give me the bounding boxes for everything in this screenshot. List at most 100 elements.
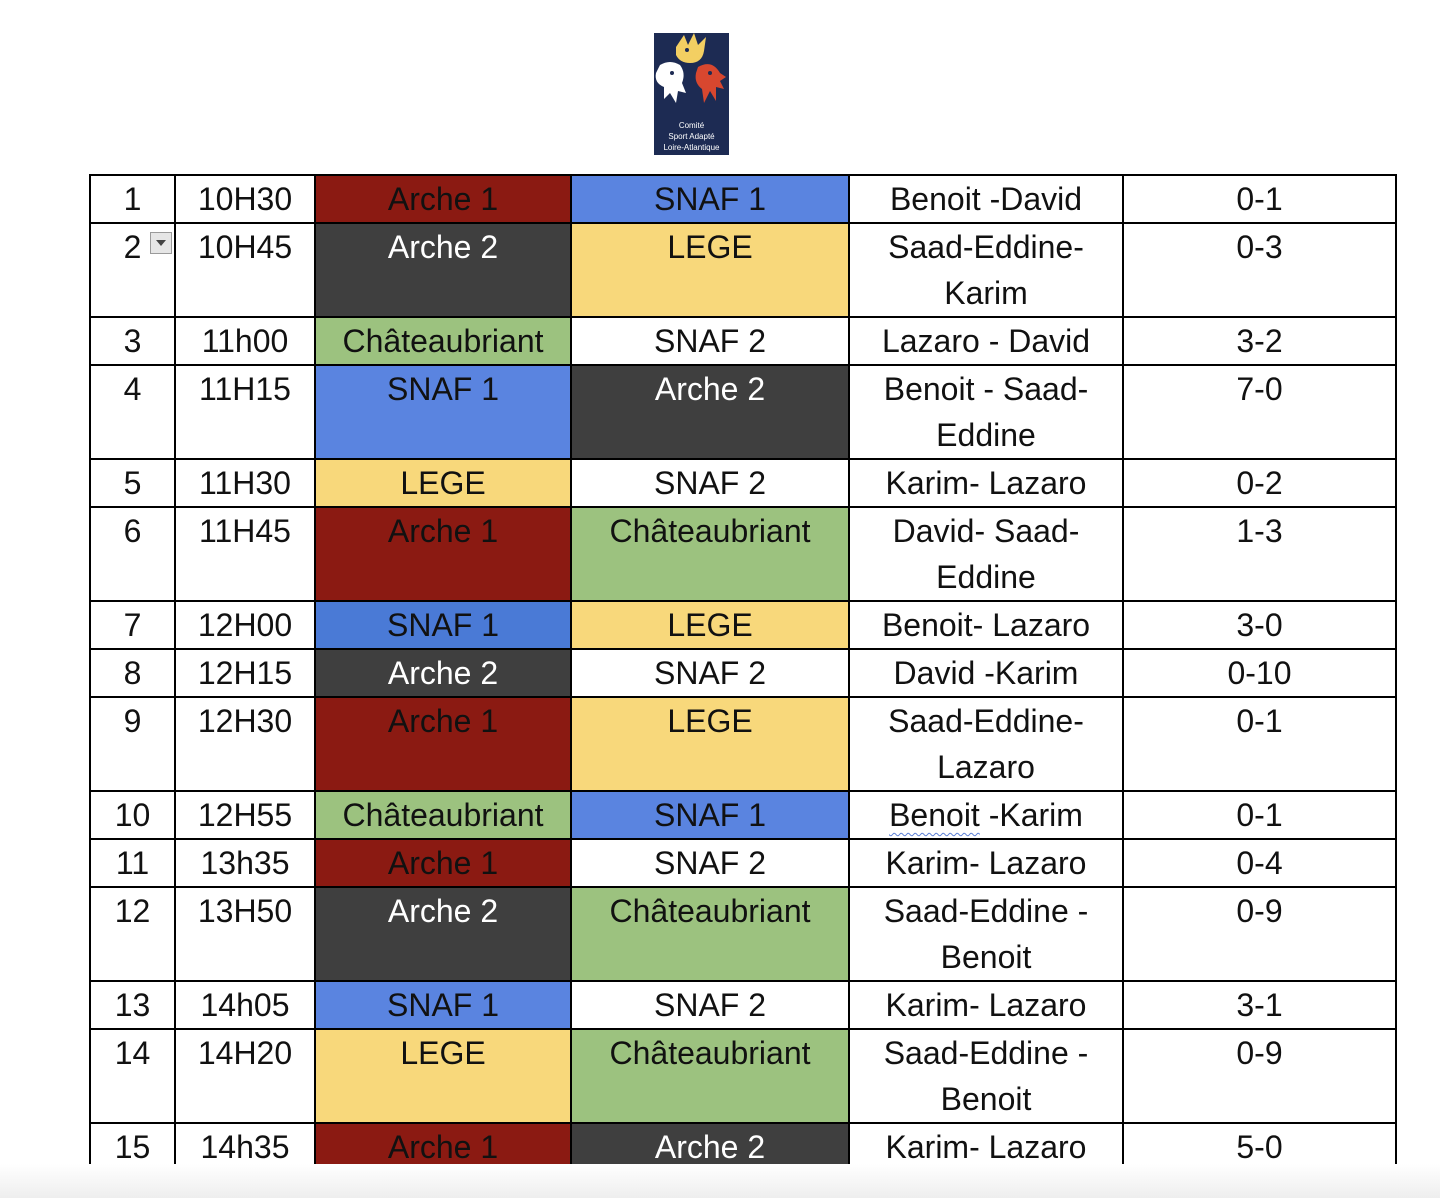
scorers-cell: Saad-Eddine -Benoit bbox=[848, 886, 1124, 982]
score-cell: 7-0 bbox=[1122, 364, 1397, 460]
match-time: 12H30 bbox=[174, 696, 316, 792]
match-schedule-table: 1 10H30 Arche 1 SNAF 1 Benoit -David 0-1… bbox=[89, 174, 1397, 1172]
scorers-cell: Karim- Lazaro bbox=[848, 838, 1124, 888]
dropdown-arrow-icon[interactable] bbox=[150, 232, 172, 254]
match-time: 13H50 bbox=[174, 886, 316, 982]
score-cell: 1-3 bbox=[1122, 506, 1397, 602]
score-cell: 0-10 bbox=[1122, 648, 1397, 698]
match-number: 14 bbox=[89, 1028, 176, 1124]
match-number: 15 bbox=[89, 1122, 176, 1172]
team-b-cell: SNAF 1 bbox=[570, 174, 850, 224]
table-row: 14 14H20 LEGE Châteaubriant Saad-Eddine … bbox=[89, 1028, 1397, 1124]
match-number: 8 bbox=[89, 648, 176, 698]
scorers-cell: Karim- Lazaro bbox=[848, 980, 1124, 1030]
match-number: 13 bbox=[89, 980, 176, 1030]
table-row: 15 14h35 Arche 1 Arche 2 Karim- Lazaro 5… bbox=[89, 1122, 1397, 1172]
score-cell: 5-0 bbox=[1122, 1122, 1397, 1172]
scorers-cell: Karim- Lazaro bbox=[848, 458, 1124, 508]
team-a-cell: LEGE bbox=[314, 1028, 572, 1124]
window-bottom-edge bbox=[0, 1164, 1440, 1198]
match-time: 14H20 bbox=[174, 1028, 316, 1124]
team-b-cell: Châteaubriant bbox=[570, 506, 850, 602]
score-cell: 3-0 bbox=[1122, 600, 1397, 650]
score-cell: 3-1 bbox=[1122, 980, 1397, 1030]
table-row: 13 14h05 SNAF 1 SNAF 2 Karim- Lazaro 3-1 bbox=[89, 980, 1397, 1030]
match-time: 11H15 bbox=[174, 364, 316, 460]
score-cell: 0-9 bbox=[1122, 886, 1397, 982]
table-row: 7 12H00 SNAF 1 LEGE Benoit- Lazaro 3-0 bbox=[89, 600, 1397, 650]
scorers-cell: Benoit - Saad-Eddine bbox=[848, 364, 1124, 460]
team-a-cell: Châteaubriant bbox=[314, 790, 572, 840]
comite-sport-adapte-logo: Comité Sport Adapté Loire-Atlantique bbox=[654, 33, 729, 155]
score-cell: 0-1 bbox=[1122, 696, 1397, 792]
scorers-rest: -Karim bbox=[979, 797, 1083, 833]
scorers-cell: David- Saad-Eddine bbox=[848, 506, 1124, 602]
team-b-cell: LEGE bbox=[570, 696, 850, 792]
scorers-cell: Saad-Eddine- Lazaro bbox=[848, 696, 1124, 792]
scorers-cell: Lazaro - David bbox=[848, 316, 1124, 366]
team-a-cell: Arche 2 bbox=[314, 648, 572, 698]
match-time: 11H45 bbox=[174, 506, 316, 602]
logo-caption-line: Comité bbox=[678, 121, 705, 130]
scorers-cell: Benoit -David bbox=[848, 174, 1124, 224]
team-b-cell: SNAF 2 bbox=[570, 648, 850, 698]
match-time: 11h00 bbox=[174, 316, 316, 366]
match-time: 10H45 bbox=[174, 222, 316, 318]
scorers-cell: Karim- Lazaro bbox=[848, 1122, 1124, 1172]
team-a-cell: LEGE bbox=[314, 458, 572, 508]
team-a-cell: SNAF 1 bbox=[314, 364, 572, 460]
match-number: 9 bbox=[89, 696, 176, 792]
table-row: 2 10H45 Arche 2 LEGE Saad-Eddine- Karim … bbox=[89, 222, 1397, 318]
team-a-cell: Arche 1 bbox=[314, 696, 572, 792]
table-row: 4 11H15 SNAF 1 Arche 2 Benoit - Saad-Edd… bbox=[89, 364, 1397, 460]
match-number: 3 bbox=[89, 316, 176, 366]
match-number-cell: 2 bbox=[89, 222, 176, 318]
score-cell: 3-2 bbox=[1122, 316, 1397, 366]
match-time: 10H30 bbox=[174, 174, 316, 224]
team-b-cell: Arche 2 bbox=[570, 364, 850, 460]
match-number: 12 bbox=[89, 886, 176, 982]
team-a-cell: Arche 2 bbox=[314, 886, 572, 982]
team-a-cell: Arche 1 bbox=[314, 1122, 572, 1172]
score-cell: 0-1 bbox=[1122, 790, 1397, 840]
table-row: 11 13h35 Arche 1 SNAF 2 Karim- Lazaro 0-… bbox=[89, 838, 1397, 888]
table-row: 1 10H30 Arche 1 SNAF 1 Benoit -David 0-1 bbox=[89, 174, 1397, 224]
table-row: 8 12H15 Arche 2 SNAF 2 David -Karim 0-10 bbox=[89, 648, 1397, 698]
team-a-cell: Châteaubriant bbox=[314, 316, 572, 366]
match-time: 13h35 bbox=[174, 838, 316, 888]
team-b-cell: SNAF 2 bbox=[570, 980, 850, 1030]
match-time: 12H15 bbox=[174, 648, 316, 698]
team-b-cell: Châteaubriant bbox=[570, 1028, 850, 1124]
logo-figures-icon bbox=[655, 33, 726, 103]
table-row: 9 12H30 Arche 1 LEGE Saad-Eddine- Lazaro… bbox=[89, 696, 1397, 792]
logo-caption: Comité Sport Adapté Loire-Atlantique bbox=[654, 120, 729, 153]
team-b-cell: LEGE bbox=[570, 222, 850, 318]
team-b-cell: SNAF 2 bbox=[570, 458, 850, 508]
team-a-cell: SNAF 1 bbox=[314, 980, 572, 1030]
match-time: 14h35 bbox=[174, 1122, 316, 1172]
match-number: 11 bbox=[89, 838, 176, 888]
team-b-cell: SNAF 2 bbox=[570, 838, 850, 888]
scorers-cell: Saad-Eddine -Benoit bbox=[848, 1028, 1124, 1124]
match-number: 7 bbox=[89, 600, 176, 650]
spellcheck-word: Benoit bbox=[889, 797, 980, 833]
match-number: 10 bbox=[89, 790, 176, 840]
scorers-cell: Benoit -Karim bbox=[848, 790, 1124, 840]
team-a-cell: SNAF 1 bbox=[314, 600, 572, 650]
team-a-cell: Arche 1 bbox=[314, 838, 572, 888]
match-number: 1 bbox=[89, 174, 176, 224]
team-a-cell: Arche 1 bbox=[314, 506, 572, 602]
team-a-cell: Arche 2 bbox=[314, 222, 572, 318]
score-cell: 0-4 bbox=[1122, 838, 1397, 888]
table-row: 5 11H30 LEGE SNAF 2 Karim- Lazaro 0-2 bbox=[89, 458, 1397, 508]
match-time: 11H30 bbox=[174, 458, 316, 508]
match-number: 2 bbox=[123, 229, 142, 265]
team-b-cell: SNAF 2 bbox=[570, 316, 850, 366]
table-row: 3 11h00 Châteaubriant SNAF 2 Lazaro - Da… bbox=[89, 316, 1397, 366]
match-time: 12H55 bbox=[174, 790, 316, 840]
logo-caption-line: Loire-Atlantique bbox=[663, 143, 720, 152]
match-number: 5 bbox=[89, 458, 176, 508]
score-cell: 0-3 bbox=[1122, 222, 1397, 318]
team-b-cell: SNAF 1 bbox=[570, 790, 850, 840]
scorers-cell: Saad-Eddine- Karim bbox=[848, 222, 1124, 318]
